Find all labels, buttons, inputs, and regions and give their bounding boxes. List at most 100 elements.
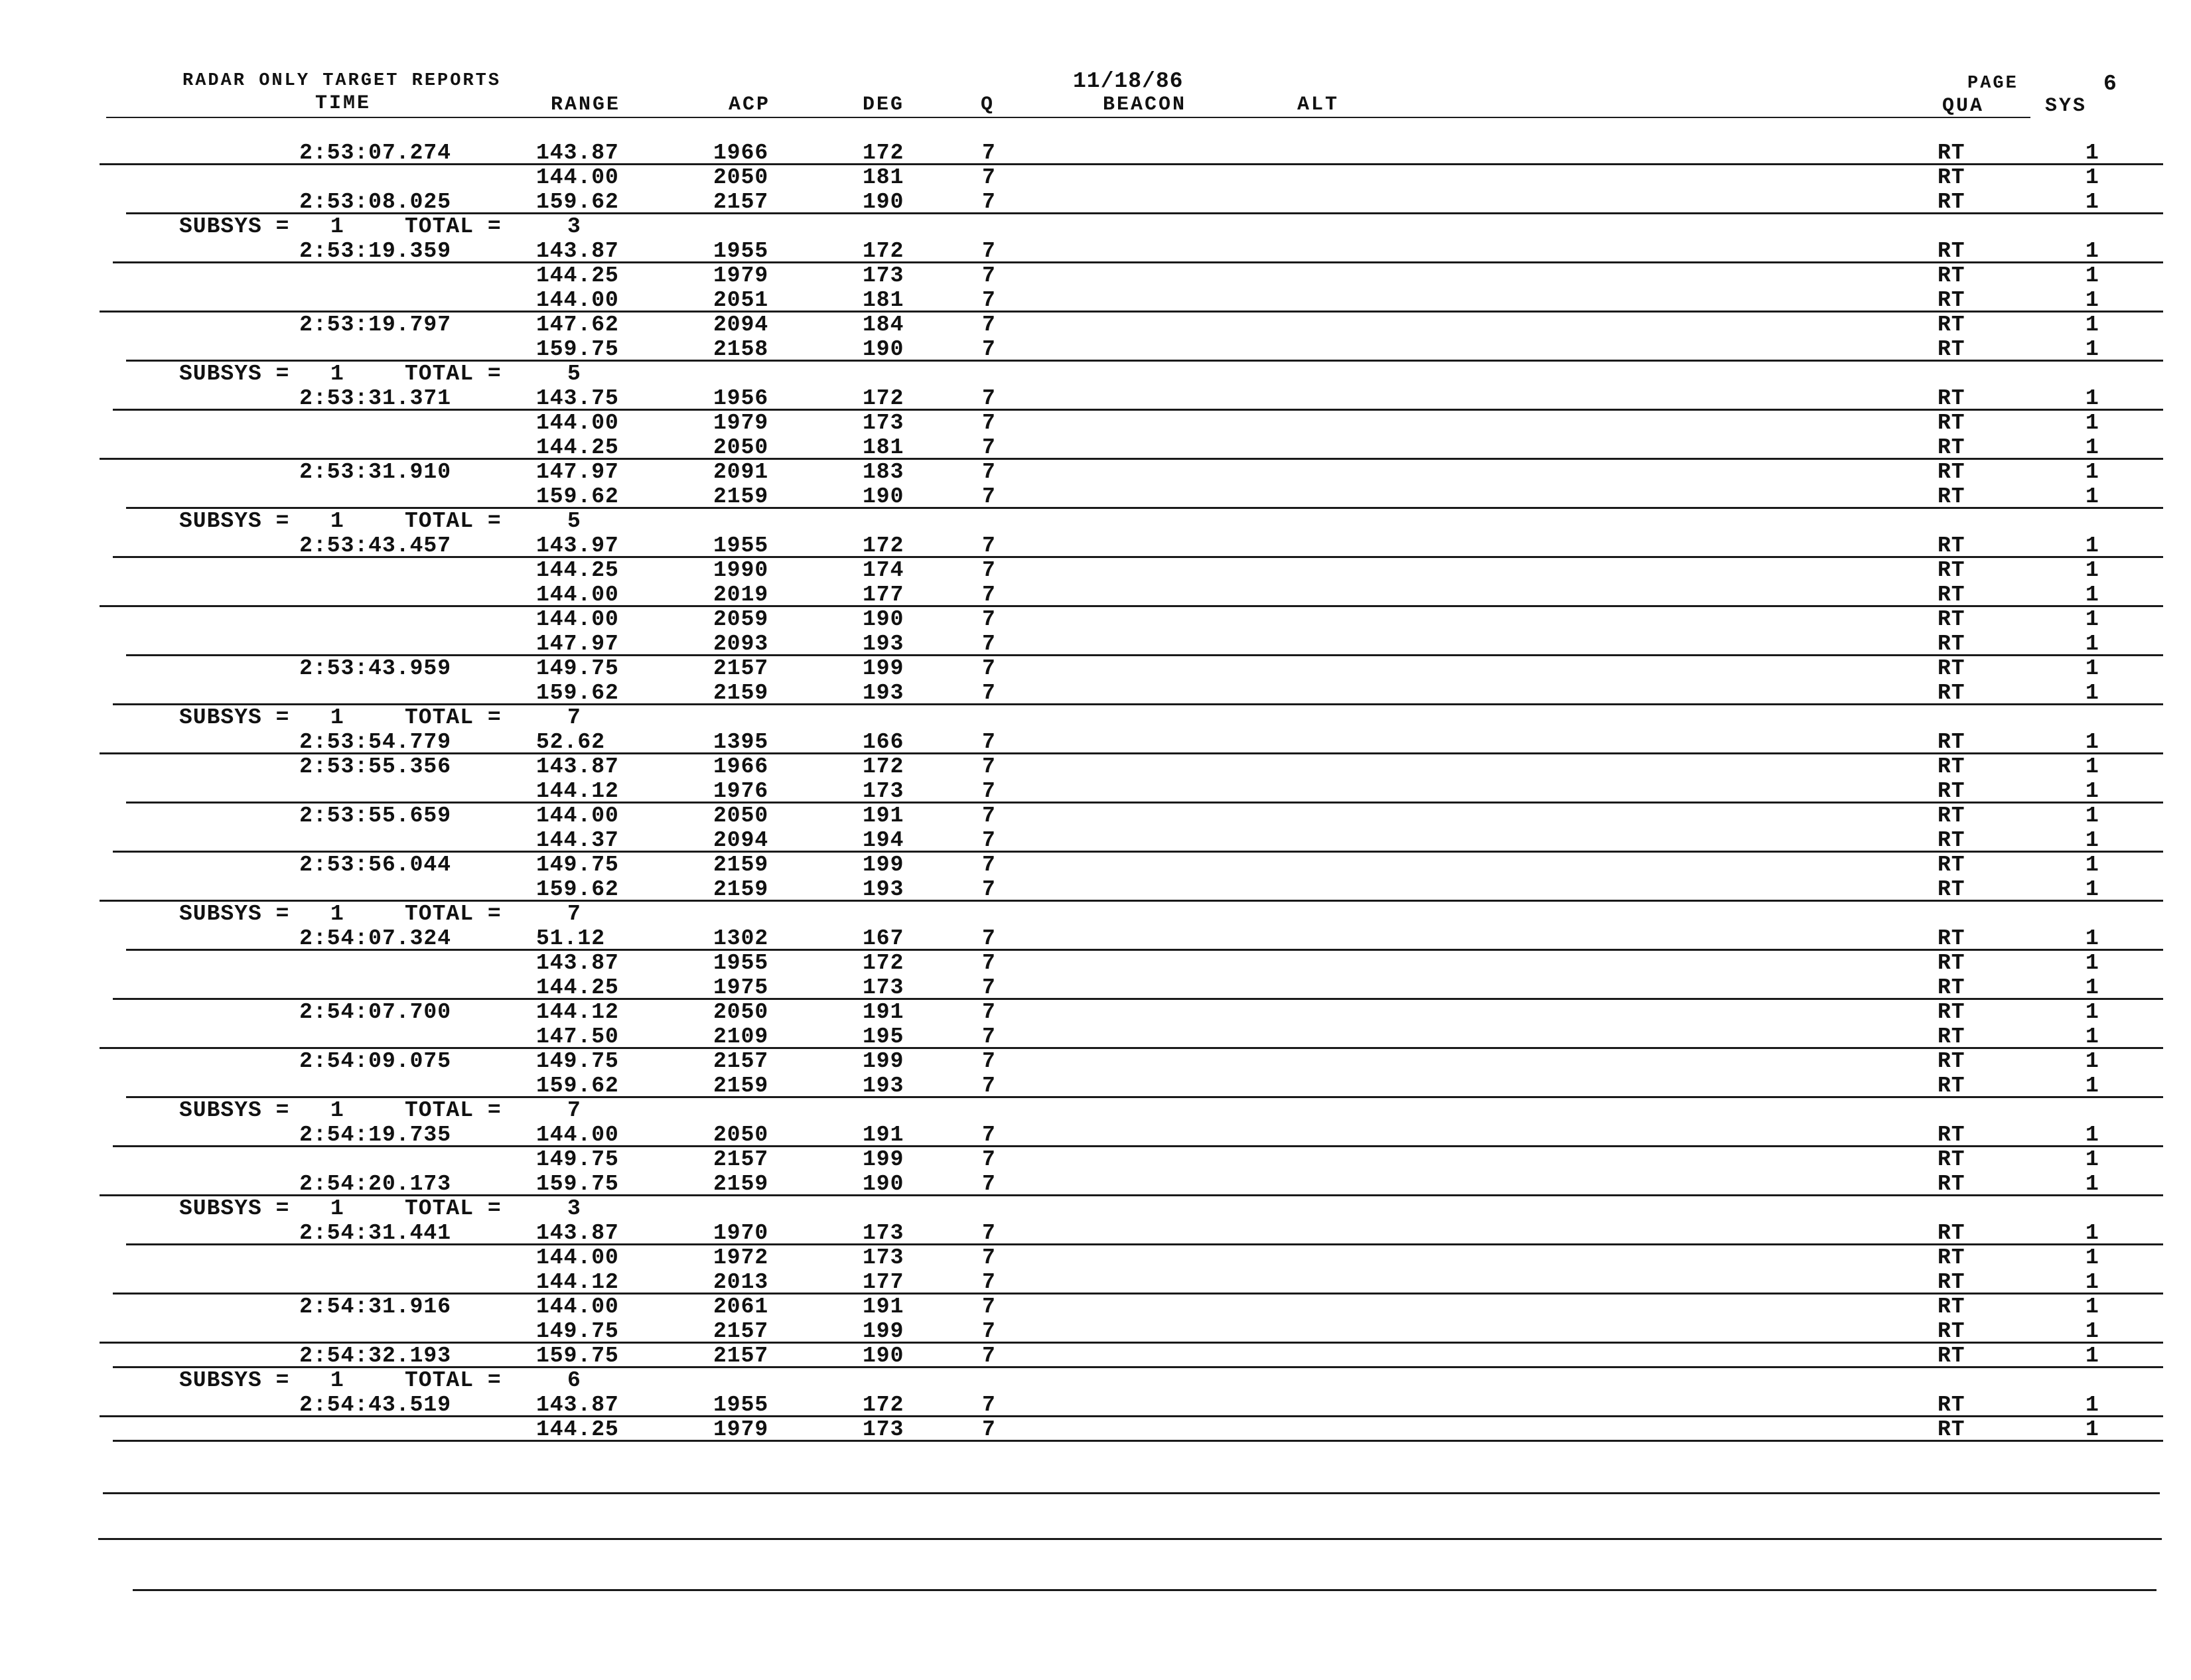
subsys-value: 1 <box>330 1196 344 1221</box>
report-title: RADAR ONLY TARGET REPORTS <box>182 71 502 91</box>
range-cell: 147.97 <box>536 632 619 656</box>
deg-cell: 191 <box>863 1123 904 1147</box>
subsys-total-row: SUBSYS = 1 TOTAL = 7 <box>0 705 2191 730</box>
row-rule <box>100 752 2163 754</box>
table-row: 2:53:56.044 149.75 2159 199 7 RT 1 <box>0 853 2191 877</box>
acp-cell: 1972 <box>713 1245 769 1270</box>
row-rule <box>100 900 2163 902</box>
page-label: PAGE <box>1967 74 2018 94</box>
qua-cell: RT <box>1938 558 1965 583</box>
range-cell: 144.00 <box>536 288 619 313</box>
time-cell: 2:54:19.735 <box>299 1123 451 1147</box>
range-cell: 159.75 <box>536 1344 619 1368</box>
qua-cell: RT <box>1938 386 1965 411</box>
total-value: 7 <box>567 705 581 730</box>
deg-cell: 199 <box>863 853 904 877</box>
qua-cell: RT <box>1938 804 1965 828</box>
sys-cell: 1 <box>2085 1319 2099 1344</box>
sys-cell: 1 <box>2085 460 2099 484</box>
acp-cell: 2061 <box>713 1295 769 1319</box>
q-cell: 7 <box>982 1147 996 1172</box>
range-cell: 159.62 <box>536 190 619 214</box>
qua-cell: RT <box>1938 411 1965 435</box>
table-row: 144.25 1979 173 7 RT 1 <box>0 1417 2191 1442</box>
range-cell: 147.97 <box>536 460 619 484</box>
range-cell: 143.75 <box>536 386 619 411</box>
subsys-value: 1 <box>330 214 344 239</box>
subsys-label: SUBSYS = <box>179 705 290 730</box>
deg-cell: 190 <box>863 1344 904 1368</box>
subsys-label: SUBSYS = <box>179 509 290 533</box>
deg-cell: 191 <box>863 1295 904 1319</box>
acp-cell: 1979 <box>713 411 769 435</box>
acp-cell: 1395 <box>713 730 769 754</box>
qua-cell: RT <box>1938 263 1965 288</box>
table-row: 159.62 2159 193 7 RT 1 <box>0 681 2191 705</box>
acp-cell: 1966 <box>713 754 769 779</box>
sys-cell: 1 <box>2085 754 2099 779</box>
deg-cell: 172 <box>863 1393 904 1417</box>
q-cell: 7 <box>982 1024 996 1049</box>
sys-cell: 1 <box>2085 1221 2099 1245</box>
range-cell: 159.62 <box>536 681 619 705</box>
row-rule <box>100 1342 2163 1344</box>
sys-cell: 1 <box>2085 804 2099 828</box>
row-rule <box>113 1145 2163 1147</box>
q-cell: 7 <box>982 853 996 877</box>
qua-cell: RT <box>1938 656 1965 681</box>
report-date: 11/18/86 <box>1073 69 1184 94</box>
range-cell: 144.25 <box>536 435 619 460</box>
table-row: 2:54:09.075 149.75 2157 199 7 RT 1 <box>0 1049 2191 1074</box>
range-cell: 144.00 <box>536 607 619 632</box>
sys-cell: 1 <box>2085 165 2099 190</box>
table-row: 144.12 1976 173 7 RT 1 <box>0 779 2191 804</box>
qua-cell: RT <box>1938 754 1965 779</box>
time-cell: 2:54:07.324 <box>299 926 451 951</box>
qua-cell: RT <box>1938 435 1965 460</box>
time-cell: 2:53:07.274 <box>299 141 451 165</box>
acp-cell: 2050 <box>713 165 769 190</box>
row-rule <box>113 851 2163 853</box>
range-cell: 144.00 <box>536 411 619 435</box>
time-cell: 2:54:31.441 <box>299 1221 451 1245</box>
table-row: 144.00 2051 181 7 RT 1 <box>0 288 2191 313</box>
q-cell: 7 <box>982 1393 996 1417</box>
q-cell: 7 <box>982 141 996 165</box>
row-rule <box>100 311 2163 313</box>
range-cell: 144.00 <box>536 1295 619 1319</box>
deg-cell: 199 <box>863 1049 904 1074</box>
sys-cell: 1 <box>2085 141 2099 165</box>
q-cell: 7 <box>982 632 996 656</box>
time-cell: 2:53:43.959 <box>299 656 451 681</box>
time-cell: 2:53:54.779 <box>299 730 451 754</box>
time-cell: 2:53:08.025 <box>299 190 451 214</box>
row-rule <box>100 1194 2163 1196</box>
deg-cell: 191 <box>863 804 904 828</box>
deg-cell: 190 <box>863 337 904 362</box>
deg-cell: 193 <box>863 681 904 705</box>
table-row: 2:54:32.193 159.75 2157 190 7 RT 1 <box>0 1344 2191 1368</box>
deg-cell: 184 <box>863 313 904 337</box>
range-cell: 159.62 <box>536 1074 619 1098</box>
range-cell: 143.87 <box>536 239 619 263</box>
total-label: TOTAL = <box>405 1368 502 1393</box>
sys-cell: 1 <box>2085 1270 2099 1295</box>
qua-cell: RT <box>1938 165 1965 190</box>
sys-cell: 1 <box>2085 558 2099 583</box>
qua-cell: RT <box>1938 484 1965 509</box>
table-row: 2:53:31.910 147.97 2091 183 7 RT 1 <box>0 460 2191 484</box>
table-row: 2:54:20.173 159.75 2159 190 7 RT 1 <box>0 1172 2191 1196</box>
table-row: 144.25 1979 173 7 RT 1 <box>0 263 2191 288</box>
deg-cell: 172 <box>863 533 904 558</box>
range-cell: 144.25 <box>536 1417 619 1442</box>
qua-cell: RT <box>1938 533 1965 558</box>
table-row: 2:53:43.457 143.97 1955 172 7 RT 1 <box>0 533 2191 558</box>
sys-cell: 1 <box>2085 1417 2099 1442</box>
subsys-total-row: SUBSYS = 1 TOTAL = 5 <box>0 509 2191 533</box>
blank-rule <box>133 1589 2156 1591</box>
time-cell: 2:53:43.457 <box>299 533 451 558</box>
row-rule <box>126 360 2163 362</box>
deg-cell: 193 <box>863 632 904 656</box>
qua-cell: RT <box>1938 828 1965 853</box>
table-row: 144.12 2013 177 7 RT 1 <box>0 1270 2191 1295</box>
